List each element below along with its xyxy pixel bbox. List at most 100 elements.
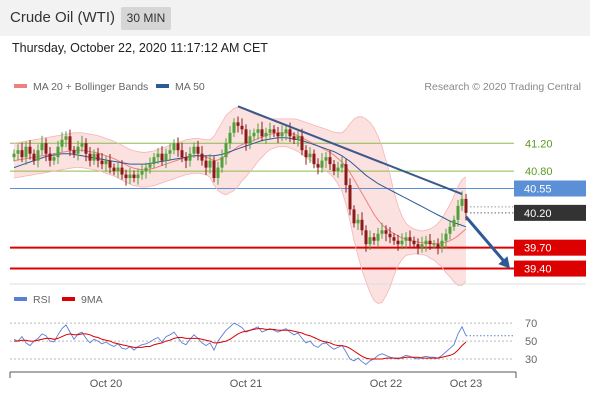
candle-body [260,129,264,137]
candle-body [400,240,404,245]
candle-body [348,185,352,210]
candle-body [128,174,132,179]
legend-swatch [14,84,27,88]
candle-body [360,219,364,231]
candle-body [376,233,380,241]
candle-body [140,171,144,175]
candle-body [428,240,432,245]
candle-body [220,157,224,168]
candle-body [204,160,208,168]
candle-body [100,160,104,165]
candle-body [96,153,100,161]
candle-body [452,219,456,227]
candle-body [112,167,116,172]
level-label: 39.40 [524,264,552,276]
candle-body [48,153,52,161]
candle-body [148,164,152,168]
candle-body [440,240,444,248]
candle-body [264,132,268,137]
candle-body [392,237,396,241]
candle-body [388,233,392,238]
timeframe-badge[interactable]: 30 MIN [121,7,171,30]
legend-swatch [156,84,169,88]
candle-body [336,167,340,172]
candles [12,116,468,255]
level-label: 41.20 [525,138,553,150]
level-label: 40.80 [525,166,553,178]
candle-body [268,129,272,133]
candle-body [396,240,400,245]
candle-body [132,174,136,179]
candle-body [460,198,464,206]
resistance-trendline [237,105,463,196]
candle-body [52,157,56,161]
candle-body [436,244,440,248]
candle-body [12,153,16,158]
candle-body [192,146,196,154]
candle-body [328,157,332,165]
candle-body [380,230,384,234]
candle-body [284,129,288,133]
rsi-tick-label: 50 [525,336,537,348]
candle-body [108,160,112,168]
candle-body [188,153,192,161]
candle-body [40,143,44,151]
x-tick-label: Oct 21 [230,378,262,390]
candle-body [216,167,220,179]
candle-body [84,143,88,154]
candle-body [20,150,24,158]
candle-body [404,237,408,241]
candle-body [32,153,36,161]
candle-body [104,160,108,165]
candle-body [224,143,228,158]
candle-body [320,160,324,168]
candle-body [432,244,436,246]
candle-body [80,143,84,147]
chart-header: Crude Oil (WTI) 30 MIN [0,0,590,36]
candle-body [256,129,260,133]
candle-body [296,136,300,140]
candle-body [408,237,412,241]
candle-body [316,164,320,168]
rsi-panel: RSI 9MA 70 50 30 [10,294,537,366]
candle-body [196,146,200,154]
candle-body [180,150,184,158]
candle-body [160,153,164,161]
candle-body [212,160,216,179]
candle-body [120,167,124,175]
candle-body [228,132,232,144]
rsi-tick-label: 70 [525,318,537,330]
candle-body [28,146,32,154]
candle-body [168,150,172,154]
candle-body [56,146,60,158]
candle-body [76,146,80,154]
projection-arrow-head [498,256,510,269]
candle-body [448,226,452,234]
candle-body [424,240,428,245]
instrument-title: Crude Oil (WTI) [10,9,115,26]
candle-body [248,136,252,144]
legend-label: MA 50 [175,81,205,93]
candle-body [292,136,296,140]
candle-body [304,150,308,158]
candle-body [172,143,176,151]
level-labels: 41.20 40.80 40.55 39.70 39.40 40.20 [470,138,586,277]
candle-body [208,160,212,168]
candle-body [200,153,204,161]
x-tick-label: Oct 23 [450,378,482,390]
candle-body [16,150,20,154]
candle-body [164,153,168,161]
x-tick-label: Oct 20 [90,378,122,390]
candle-body [36,150,40,161]
projection-arrow-shaft [464,215,508,265]
rsi-line [13,322,467,365]
candle-body [344,164,348,186]
credit-text: Research © 2020 Trading Central [424,81,581,93]
candle-body [60,139,64,147]
candle-body [364,230,368,245]
current-price-label: 40.20 [524,208,552,220]
candle-body [444,233,448,241]
bollinger-band-area [14,107,466,304]
candle-body [116,167,120,172]
